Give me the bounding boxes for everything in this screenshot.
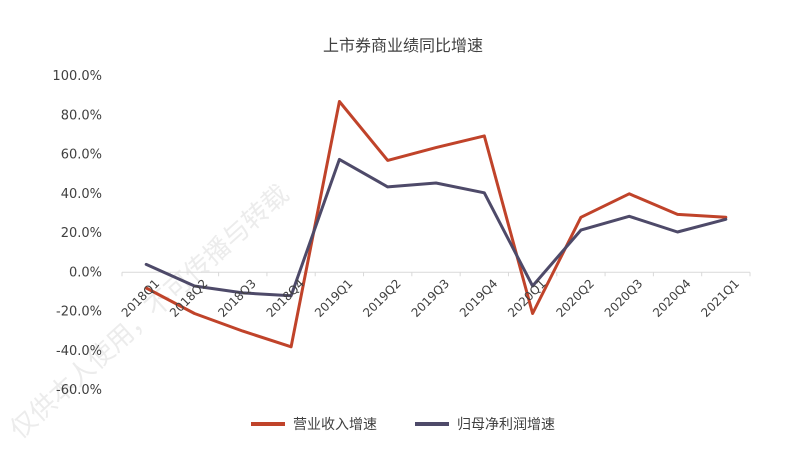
y-tick-label: 0.0% xyxy=(69,265,102,280)
y-tick-label: -60.0% xyxy=(56,383,102,398)
y-tick-label: -20.0% xyxy=(56,305,102,320)
legend: 营业收入增速 归母净利润增速 xyxy=(0,414,806,434)
legend-item-net-profit: 归母净利润增速 xyxy=(415,414,555,434)
legend-label-net-profit: 归母净利润增速 xyxy=(457,417,555,433)
legend-item-revenue: 营业收入增速 xyxy=(251,414,377,434)
y-tick-label: 80.0% xyxy=(61,108,102,123)
chart-title: 上市券商业绩同比增速 xyxy=(322,36,483,55)
legend-swatch-revenue xyxy=(251,422,285,426)
x-tick-label: 2019Q3 xyxy=(409,276,453,320)
x-tick-label: 2020Q2 xyxy=(553,276,597,320)
x-tick-label: 2019Q4 xyxy=(457,276,501,320)
watermark: 仅供本人使用，不可传播与转载 xyxy=(5,179,296,445)
y-tick-label: -40.0% xyxy=(56,344,102,359)
x-tick-label: 2019Q2 xyxy=(360,276,404,320)
legend-label-revenue: 营业收入增速 xyxy=(293,417,377,433)
y-tick-label: 100.0% xyxy=(52,69,102,84)
y-tick-label: 40.0% xyxy=(61,187,102,202)
y-tick-label: 60.0% xyxy=(61,148,102,163)
y-tick-label: 20.0% xyxy=(61,226,102,241)
x-tick-label: 2020Q4 xyxy=(650,276,694,320)
x-tick-label: 2021Q1 xyxy=(698,276,742,320)
x-tick-label: 2020Q3 xyxy=(602,276,646,320)
x-tick-label: 2020Q1 xyxy=(505,276,549,320)
x-tick-label: 2018Q3 xyxy=(215,276,259,320)
legend-swatch-net-profit xyxy=(415,422,449,426)
x-tick-label: 2019Q1 xyxy=(312,276,356,320)
